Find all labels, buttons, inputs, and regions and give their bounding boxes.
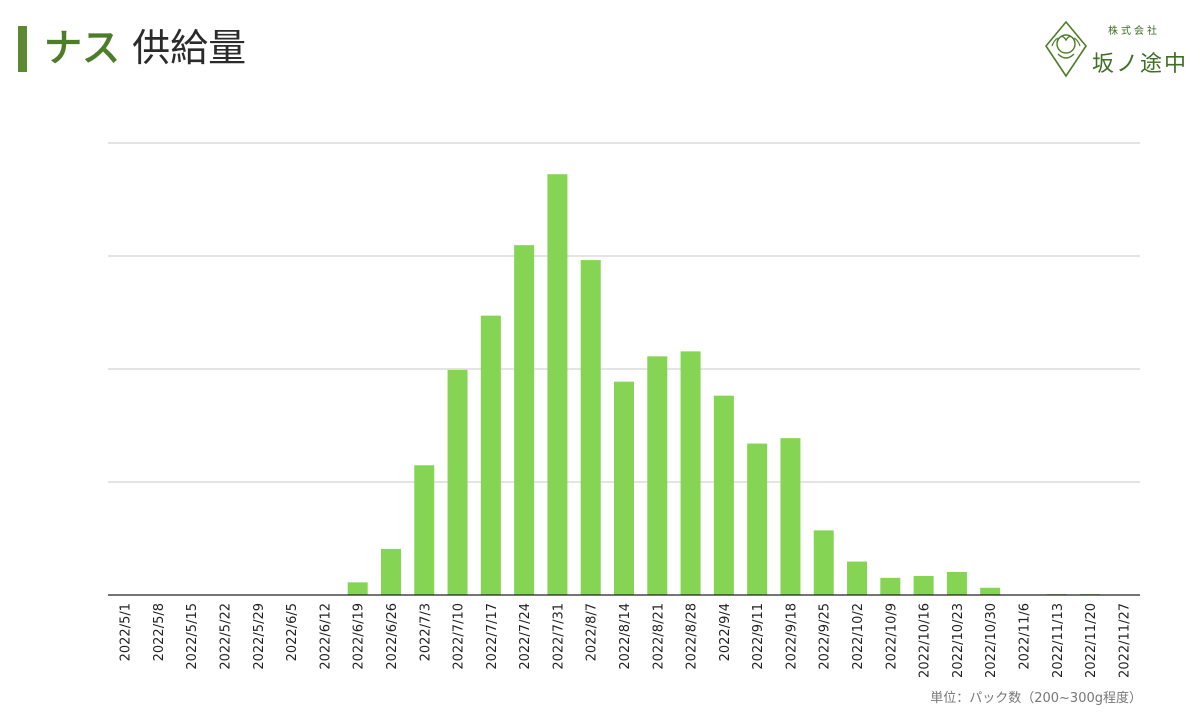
bar [414,465,435,595]
x-tick-label: 2022/8/7 [585,603,600,661]
bar [880,577,901,595]
x-tick-label: 2022/10/23 [951,603,966,678]
logo-company-type: 株式会社 [1108,26,1160,37]
bar [447,369,468,595]
x-tick-label: 2022/10/9 [884,603,899,670]
x-tick-label: 2022/9/18 [784,603,799,670]
x-tick-label: 2022/7/3 [418,603,433,661]
bar [847,561,868,595]
x-tick-label: 2022/7/10 [452,603,467,670]
bar [647,356,668,595]
bar [580,260,601,595]
x-tick-label: 2022/9/25 [818,603,833,670]
x-tick-label: 2022/5/15 [185,603,200,670]
bar [780,438,801,595]
company-logo: 株式会社 坂ノ途中 [1044,20,1194,82]
bar [980,587,1001,595]
x-tick-label: 2022/5/1 [119,603,134,661]
page-title: ナス 供給量 [44,22,246,74]
bar [680,351,701,595]
bar [747,443,768,595]
title-rest: 供給量 [132,26,247,70]
title-accent: ナス [44,26,121,70]
x-tick-label: 2022/6/19 [352,603,367,670]
bar [547,174,568,596]
bar [713,395,734,595]
x-tick-label: 2022/8/14 [618,603,633,670]
x-tick-label: 2022/8/28 [685,603,700,670]
x-tick-label: 2022/6/5 [285,603,300,661]
logo-company-name: 坂ノ途中 [1092,52,1189,77]
x-tick-label: 2022/5/22 [219,603,234,670]
bar [813,530,834,595]
bar [913,576,934,595]
x-tick-label: 2022/8/21 [651,603,666,670]
x-tick-label: 2022/9/4 [718,603,733,661]
x-tick-label: 2022/10/30 [984,603,999,678]
bar [946,571,967,595]
x-tick-label: 2022/7/31 [551,603,566,670]
x-tick-label: 2022/7/17 [485,603,500,670]
bar [480,315,501,595]
title-accent-bar [18,26,27,72]
x-tick-label: 2022/11/13 [1051,603,1066,678]
x-tick-label: 2022/11/20 [1084,603,1099,678]
x-tick-label: 2022/6/12 [318,603,333,670]
x-tick-label: 2022/10/2 [851,603,866,670]
bar [347,582,368,595]
bar [514,245,535,596]
x-tick-label: 2022/11/6 [1017,603,1032,670]
bar [614,381,634,595]
x-tick-label: 2022/7/24 [518,603,533,670]
x-tick-label: 2022/5/8 [152,603,167,661]
x-tick-label: 2022/11/27 [1117,603,1132,678]
logo-emblem-icon [1045,20,1087,78]
x-tick-label: 2022/10/16 [918,603,933,678]
x-tick-label: 2022/5/29 [252,603,267,670]
x-tick-label: 2022/9/11 [751,603,766,670]
x-tick-label: 2022/6/26 [385,603,400,670]
bar [380,548,401,595]
unit-note: 単位：パック数（200~300g程度） [930,691,1142,706]
